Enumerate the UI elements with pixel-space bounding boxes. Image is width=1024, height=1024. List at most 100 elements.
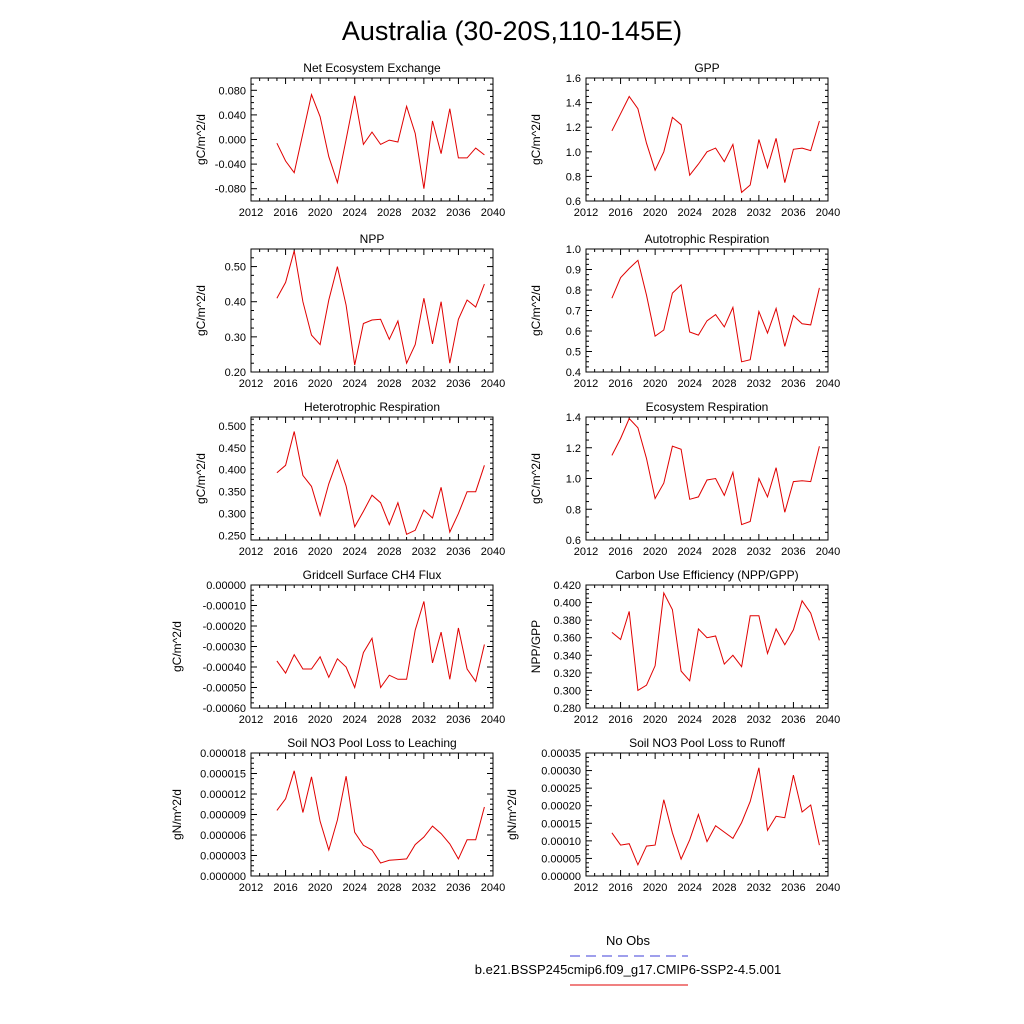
x-tick-label: 2012: [574, 207, 598, 219]
y-tick-label: 0.340: [553, 650, 581, 662]
x-tick-label: 2040: [481, 882, 505, 894]
y-tick-label: 0.400: [218, 465, 246, 477]
y-tick-label: 0.000015: [200, 769, 246, 781]
x-tick-label: 2036: [446, 714, 470, 726]
x-tick-label: 2032: [412, 378, 436, 390]
x-tick-label: 2024: [342, 378, 366, 390]
x-tick-label: 2016: [608, 546, 632, 558]
x-tick-label: 2020: [643, 714, 667, 726]
y-tick-label: 0.500: [218, 421, 246, 433]
x-tick-label: 2028: [377, 546, 401, 558]
y-tick-label: 1.2: [566, 122, 581, 134]
y-tick-label: 1.2: [566, 443, 581, 455]
y-tick-label: 0.00030: [541, 766, 581, 778]
x-tick-label: 2032: [747, 378, 771, 390]
x-tick-label: 2040: [481, 378, 505, 390]
x-tick-label: 2028: [712, 714, 736, 726]
y-tick-label: 0.360: [553, 633, 581, 645]
panel-title: GPP: [694, 61, 719, 75]
legend-obs-label: No Obs: [606, 933, 651, 948]
panel-10: Soil NO3 Pool Loss to Runoff 2012 2016 2020…: [505, 736, 840, 894]
y-tick-label: 0.400: [553, 598, 581, 610]
plot-frame: [250, 752, 494, 877]
y-tick-label: 0.6: [566, 196, 581, 208]
x-tick-label: 2036: [781, 882, 805, 894]
x-tick-label: 2036: [446, 207, 470, 219]
x-tick-label: 2012: [574, 882, 598, 894]
plot-frame: [250, 584, 494, 709]
series-line: [276, 431, 485, 536]
x-tick-label: 2012: [574, 546, 598, 558]
x-tick-label: 2028: [377, 714, 401, 726]
x-tick-label: 2024: [677, 378, 701, 390]
x-tick-label: 2016: [608, 207, 632, 219]
panel-9: Soil NO3 Pool Loss to Leaching 2012 2016 20…: [170, 736, 505, 894]
panel-title: Heterotrophic Respiration: [304, 400, 440, 414]
plot-frame: [585, 77, 829, 202]
y-tick-label: 0.8: [566, 504, 581, 516]
x-tick-label: 2012: [574, 714, 598, 726]
x-tick-label: 2020: [643, 882, 667, 894]
y-tick-label: 0.000003: [200, 851, 246, 863]
y-tick-label: 0.20: [225, 367, 246, 379]
panels-group: Net Ecosystem Exchange 2012 2016 2020 2024 20…: [170, 61, 840, 894]
plot-frame: [585, 584, 829, 709]
y-tick-label: -0.080: [215, 184, 246, 196]
y-tick-label: 0.40: [225, 297, 246, 309]
x-tick-label: 2020: [308, 546, 332, 558]
y-tick-label: -0.00020: [203, 621, 246, 633]
y-tick-label: 0.50: [225, 262, 246, 274]
x-tick-label: 2028: [712, 546, 736, 558]
legend-model-label: b.e21.BSSP245cmip6.f09_g17.CMIP6-SSP2-4.…: [475, 962, 781, 977]
x-tick-label: 2040: [816, 546, 840, 558]
y-tick-label: 0.00015: [541, 818, 581, 830]
panel-title: Soil NO3 Pool Loss to Runoff: [629, 736, 786, 750]
x-tick-label: 2036: [781, 714, 805, 726]
y-tick-label: -0.00060: [203, 703, 246, 715]
x-tick-label: 2020: [643, 378, 667, 390]
x-tick-label: 2024: [342, 546, 366, 558]
x-tick-label: 2012: [239, 378, 263, 390]
y-tick-label: 1.6: [566, 73, 581, 85]
x-tick-label: 2036: [781, 546, 805, 558]
panel-title: Soil NO3 Pool Loss to Leaching: [287, 736, 456, 750]
y-tick-label: 0.6: [566, 535, 581, 547]
x-tick-label: 2036: [446, 378, 470, 390]
x-tick-label: 2040: [481, 714, 505, 726]
plot-frame: [250, 416, 494, 541]
plot-frame: [250, 248, 494, 373]
series-line: [276, 92, 485, 189]
series-line: [611, 767, 820, 867]
legend: No Obs b.e21.BSSP245cmip6.f09_g17.CMIP6-…: [475, 933, 781, 986]
x-tick-label: 2032: [747, 207, 771, 219]
panel-title: NPP: [360, 232, 385, 246]
y-axis-label: gN/m^2/d: [170, 789, 184, 840]
panel-8: Carbon Use Efficiency (NPP/GPP) 2012 2016 2…: [529, 568, 840, 726]
panel-title: Autotrophic Respiration: [645, 232, 770, 246]
y-tick-label: 0.4: [566, 367, 581, 379]
x-tick-label: 2028: [377, 378, 401, 390]
x-tick-label: 2032: [412, 546, 436, 558]
y-tick-label: 0.00025: [541, 783, 581, 795]
y-tick-label: 0.300: [553, 685, 581, 697]
y-tick-label: 0.250: [218, 531, 246, 543]
series-line: [611, 259, 820, 363]
y-tick-label: 0.280: [553, 703, 581, 715]
x-tick-label: 2012: [239, 714, 263, 726]
y-tick-label: 0.350: [218, 487, 246, 499]
x-tick-label: 2032: [747, 714, 771, 726]
y-tick-label: 1.0: [566, 474, 581, 486]
y-tick-label: 0.8: [566, 171, 581, 183]
plot-frame: [585, 752, 829, 877]
x-tick-label: 2028: [377, 207, 401, 219]
x-tick-label: 2032: [412, 207, 436, 219]
y-tick-label: 0.380: [553, 615, 581, 627]
y-tick-label: 1.4: [566, 412, 581, 424]
y-axis-label: gC/m^2/d: [194, 285, 208, 336]
y-tick-label: 0.8: [566, 285, 581, 297]
panel-3: NPP 2012 2016 2020 2024 2028 2032 2036 2040 0.20 0…: [194, 232, 505, 390]
y-axis-label: NPP/GPP: [529, 620, 543, 673]
y-tick-label: 0.00000: [541, 871, 581, 883]
series-line: [276, 250, 485, 366]
